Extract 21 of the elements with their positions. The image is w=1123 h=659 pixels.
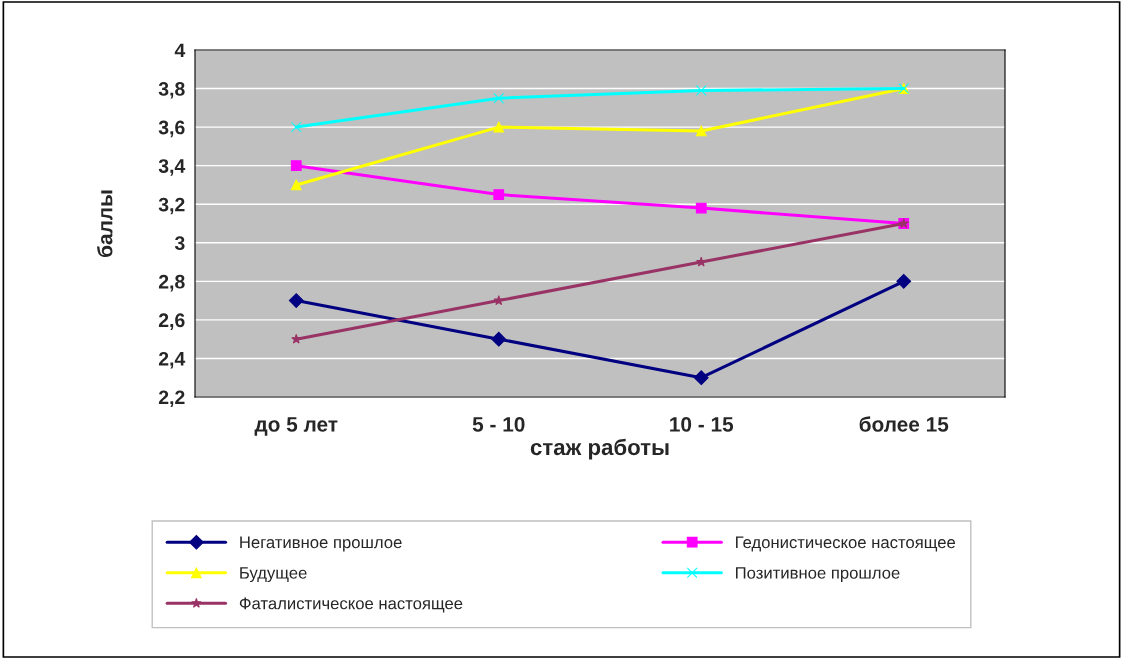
- y-tick-label: 2,4: [158, 351, 186, 369]
- y-tick-label: 3,4: [158, 159, 186, 176]
- x-tick-label: 10 - 15: [670, 416, 734, 432]
- legend-label: Будущее: [240, 567, 307, 583]
- y-tick-label: 3,8: [158, 82, 185, 99]
- y-axis-title: баллы: [96, 190, 113, 257]
- y-tick-label: 2,2: [158, 390, 185, 408]
- x-tick-label: до 5 лет: [254, 417, 338, 436]
- legend-label: Фаталистическое настоящее: [239, 597, 463, 613]
- y-tick-label: 3: [174, 236, 185, 251]
- legend-label: Негативное прошлое: [240, 536, 402, 552]
- y-tick-label: 3,2: [158, 197, 185, 215]
- y-tick-label: 3,6: [158, 120, 185, 138]
- x-tick-label: 5 - 10: [472, 416, 525, 432]
- y-tick-label: 4: [174, 43, 186, 58]
- legend-label: Позитивное прошлое: [736, 567, 900, 583]
- x-axis-title: стаж работы: [530, 438, 669, 460]
- legend-label: Гедонистическое настоящее: [736, 536, 956, 552]
- y-tick-label: 2,8: [158, 274, 185, 292]
- x-tick-label: более 15: [859, 416, 949, 432]
- y-tick-label: 2,6: [158, 313, 185, 330]
